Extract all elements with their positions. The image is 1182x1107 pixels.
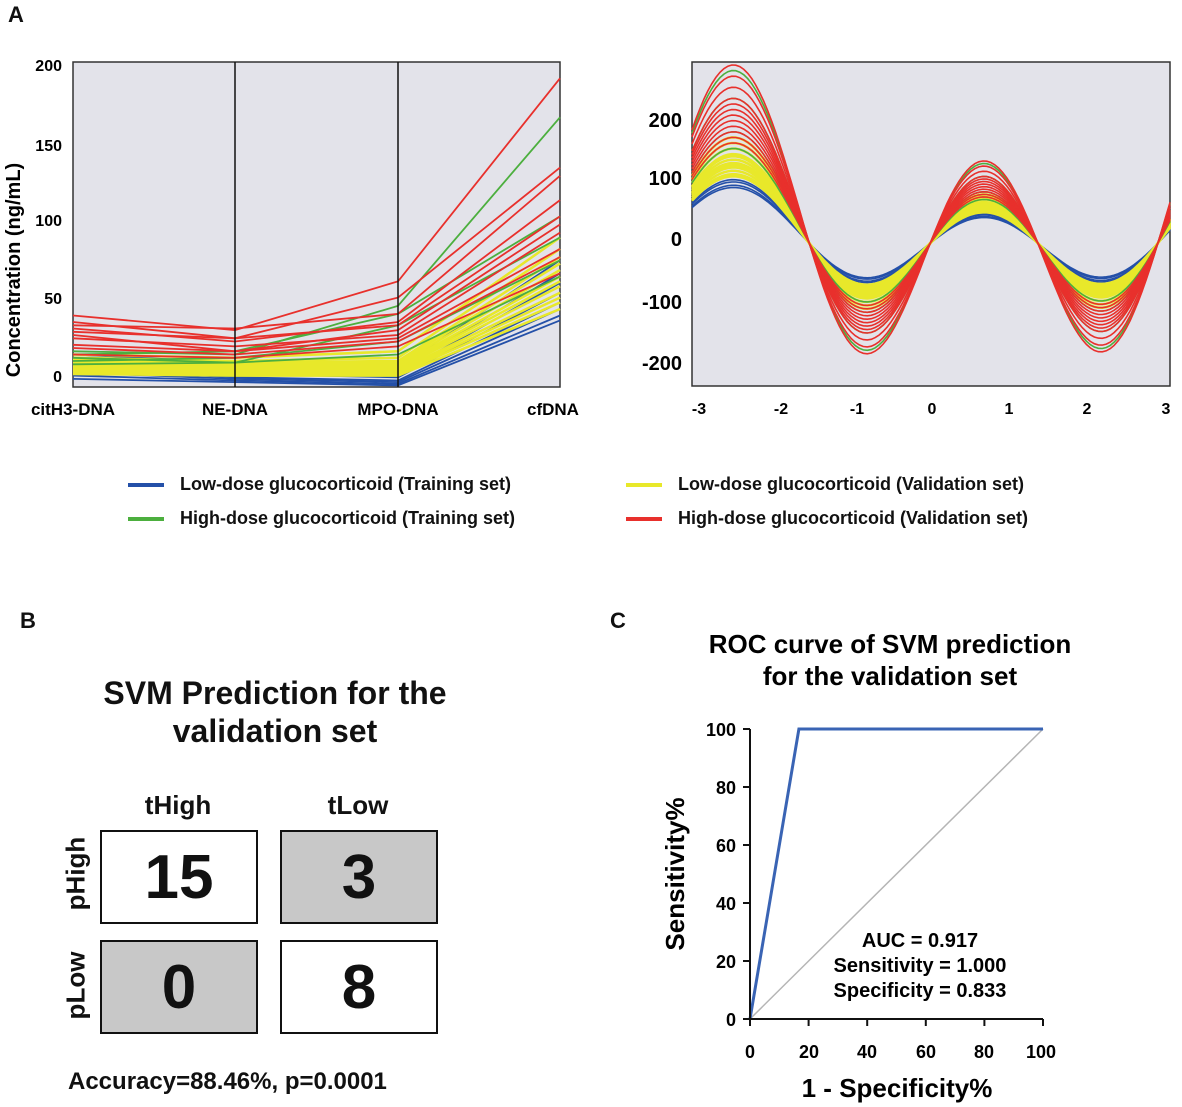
roc-x-tick-label: 40 xyxy=(857,1042,877,1062)
parallel-coordinates-chart: 0 50 100 150 200 citH3-DNA NE-DNA MPO-DN… xyxy=(3,58,579,419)
legend-label: Low-dose glucocorticoid (Validation set) xyxy=(678,474,1025,494)
svm-title-line-2: validation set xyxy=(172,713,378,749)
panel-letter-c: C xyxy=(610,608,626,633)
matrix-cell-phigh-tlow: 3 xyxy=(280,830,438,924)
ac-x-tick-label: 1 xyxy=(1005,401,1014,418)
ac-y-tick-label: 200 xyxy=(649,110,682,132)
pc-y-tick-label: 0 xyxy=(53,369,62,386)
roc-x-tick-label: 0 xyxy=(745,1042,755,1062)
roc-x-tick-label: 60 xyxy=(916,1042,936,1062)
pc-y-tick-label: 200 xyxy=(35,58,62,75)
pc-series-line xyxy=(72,166,561,340)
roc-y-tick-label: 60 xyxy=(716,836,736,856)
pc-series-line xyxy=(72,259,561,362)
roc-diagonal-reference xyxy=(749,728,1044,1020)
legend-item-low-val: Low-dose glucocorticoid (Validation set) xyxy=(626,474,1024,495)
ac-x-tick-label: 0 xyxy=(928,401,937,418)
pc-x-tick-label: NE-DNA xyxy=(202,400,268,419)
ac-y-tick-label: 0 xyxy=(671,229,682,251)
matrix-cell-phigh-thigh: 15 xyxy=(100,830,258,924)
pc-series-line xyxy=(72,231,561,348)
pc-series-line xyxy=(72,280,561,369)
accuracy-text: Accuracy=88.46%, p=0.0001 xyxy=(68,1068,387,1095)
roc-specificity-annotation: Specificity = 0.833 xyxy=(834,980,1007,1002)
svm-prediction-title: SVM Prediction for the validation set xyxy=(40,674,510,750)
pc-series-line xyxy=(72,291,561,373)
pc-series-line xyxy=(72,314,561,385)
panel-letter-b: B xyxy=(20,608,36,633)
pc-series-line xyxy=(72,275,561,366)
roc-y-tick-label: 0 xyxy=(726,1010,736,1030)
roc-y-tick-label: 80 xyxy=(716,778,736,798)
pc-series-line xyxy=(72,319,561,387)
roc-y-axis-label: Sensitivity% xyxy=(660,797,690,950)
pc-series-line xyxy=(72,272,561,359)
ac-x-tick-label: -2 xyxy=(774,401,788,418)
legend-swatch-yellow xyxy=(626,482,662,487)
pc-x-tick-label: citH3-DNA xyxy=(31,400,115,419)
row-header-plow: pLow xyxy=(60,951,91,1020)
pc-series-line xyxy=(72,285,561,371)
roc-title-line-1: ROC curve of SVM prediction xyxy=(709,629,1072,659)
roc-title-line-2: for the validation set xyxy=(763,661,1018,691)
legend-label: High-dose glucocorticoid (Validation set… xyxy=(678,508,1029,528)
ac-y-tick-label: -100 xyxy=(642,292,682,314)
pc-series-line xyxy=(72,248,561,353)
pc-series-line xyxy=(72,175,561,330)
ac-x-tick-label: 2 xyxy=(1083,401,1092,418)
roc-sensitivity-annotation: Sensitivity = 1.000 xyxy=(834,955,1007,977)
col-header-thigh: tHigh xyxy=(144,790,212,820)
roc-x-tick-label: 20 xyxy=(799,1042,819,1062)
roc-y-tick-label: 40 xyxy=(716,894,736,914)
pc-series-line xyxy=(72,256,561,356)
legend-swatch-blue xyxy=(128,482,164,487)
ac-series-curve xyxy=(691,142,1171,307)
roc-auc-annotation: AUC = 0.917 xyxy=(862,930,978,952)
roc-x-tick-label: 80 xyxy=(974,1042,994,1062)
legend-label: High-dose glucocorticoid (Training set) xyxy=(180,508,516,528)
pc-y-tick-label: 50 xyxy=(44,291,62,308)
ac-x-tick-label: 3 xyxy=(1162,401,1171,418)
pc-series-line xyxy=(72,307,561,377)
matrix-cell-plow-tlow: 8 xyxy=(280,940,438,1034)
panel-letter-a: A xyxy=(8,2,24,27)
legend-item-low-train: Low-dose glucocorticoid (Training set) xyxy=(128,474,511,495)
matrix-cell-plow-thigh: 0 xyxy=(100,940,258,1034)
roc-x-tick-label: 100 xyxy=(1026,1042,1056,1062)
pc-series-line xyxy=(72,296,561,374)
legend-swatch-green xyxy=(128,516,164,521)
ac-plot-area xyxy=(691,61,1171,387)
legend-item-high-val: High-dose glucocorticoid (Validation set… xyxy=(626,508,1028,529)
pc-y-tick-label: 150 xyxy=(35,138,62,155)
row-header-phigh: pHigh xyxy=(60,836,91,911)
pc-x-tick-label: cfDNA xyxy=(527,400,579,419)
pc-x-tick-label: MPO-DNA xyxy=(357,400,438,419)
roc-x-axis-label: 1 - Specificity% xyxy=(802,1073,993,1103)
roc-y-tick-label: 100 xyxy=(706,720,736,740)
legend-swatch-red xyxy=(626,516,662,521)
ac-x-tick-label: -1 xyxy=(850,401,864,418)
roc-curve xyxy=(748,727,1043,1020)
roc-chart: ROC curve of SVM prediction for the vali… xyxy=(660,629,1072,1103)
pc-series-line xyxy=(72,215,561,340)
roc-y-tick-label: 20 xyxy=(716,952,736,972)
svm-title-line-1: SVM Prediction for the xyxy=(103,675,447,711)
ac-y-tick-label: 100 xyxy=(649,168,682,190)
ac-y-tick-label: -200 xyxy=(642,353,682,375)
pc-y-tick-label: 100 xyxy=(35,213,62,230)
andrews-curves-chart: 200 100 0 -100 -200 -3 -2 -1 0 1 2 3 xyxy=(642,61,1172,418)
legend-label: Low-dose glucocorticoid (Training set) xyxy=(180,474,512,494)
legend-item-high-train: High-dose glucocorticoid (Training set) xyxy=(128,508,515,529)
pc-series-line xyxy=(72,301,561,376)
pc-series-line xyxy=(72,77,561,332)
ac-x-tick-label: -3 xyxy=(692,401,706,418)
pc-y-axis-label: Concentration (ng/mL) xyxy=(3,163,25,377)
col-header-tlow: tLow xyxy=(327,790,389,820)
